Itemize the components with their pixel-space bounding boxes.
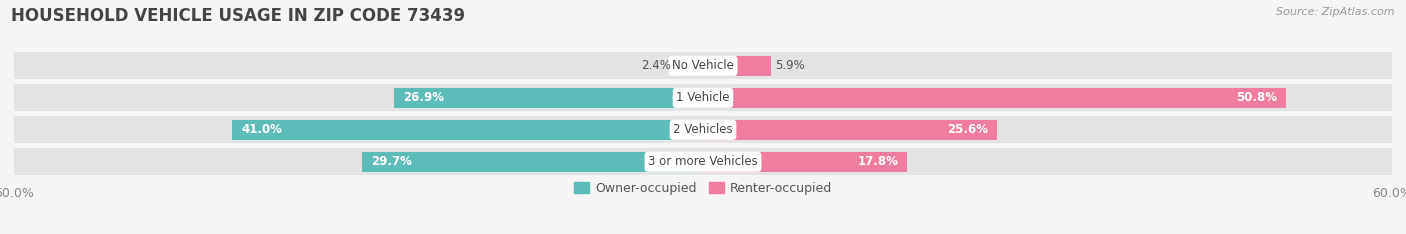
- Text: 17.8%: 17.8%: [858, 155, 898, 168]
- Bar: [14, 84, 1392, 111]
- Text: 41.0%: 41.0%: [242, 123, 283, 136]
- Bar: [703, 120, 997, 140]
- Bar: [675, 56, 703, 76]
- Bar: [361, 152, 703, 172]
- Text: 26.9%: 26.9%: [404, 91, 444, 104]
- Bar: [14, 116, 1392, 143]
- Text: 25.6%: 25.6%: [946, 123, 988, 136]
- Text: Source: ZipAtlas.com: Source: ZipAtlas.com: [1277, 7, 1395, 17]
- Text: 29.7%: 29.7%: [371, 155, 412, 168]
- Text: 5.9%: 5.9%: [775, 59, 806, 72]
- Text: 3 or more Vehicles: 3 or more Vehicles: [648, 155, 758, 168]
- Text: 2 Vehicles: 2 Vehicles: [673, 123, 733, 136]
- Bar: [703, 152, 907, 172]
- Bar: [703, 56, 770, 76]
- Bar: [703, 88, 1286, 108]
- Bar: [14, 52, 1392, 80]
- Text: 50.8%: 50.8%: [1236, 91, 1277, 104]
- Text: No Vehicle: No Vehicle: [672, 59, 734, 72]
- Bar: [232, 120, 703, 140]
- Text: HOUSEHOLD VEHICLE USAGE IN ZIP CODE 73439: HOUSEHOLD VEHICLE USAGE IN ZIP CODE 7343…: [11, 7, 465, 25]
- Bar: [14, 148, 1392, 175]
- Legend: Owner-occupied, Renter-occupied: Owner-occupied, Renter-occupied: [568, 177, 838, 200]
- Text: 2.4%: 2.4%: [641, 59, 671, 72]
- Bar: [394, 88, 703, 108]
- Text: 1 Vehicle: 1 Vehicle: [676, 91, 730, 104]
